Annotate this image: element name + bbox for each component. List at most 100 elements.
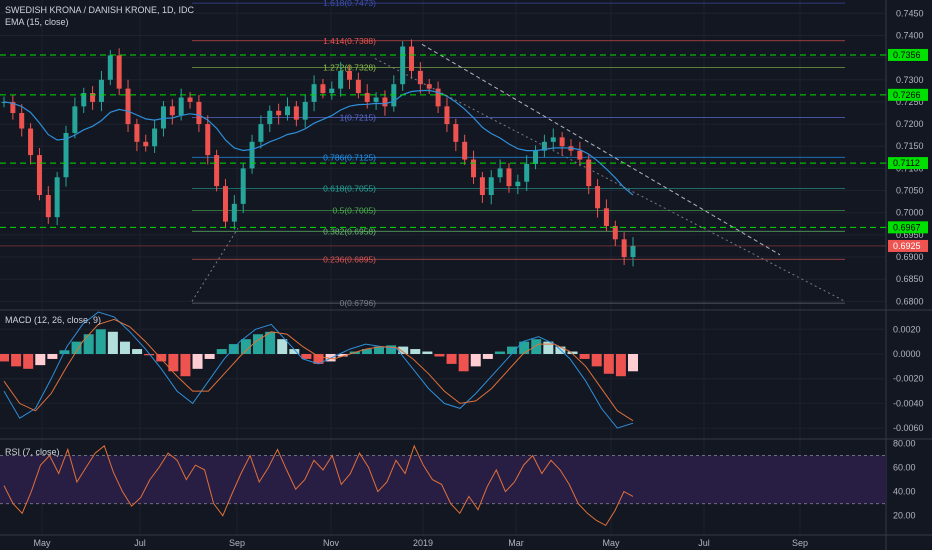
x-tick-label: Jul bbox=[698, 538, 710, 548]
macd-histogram-bar bbox=[95, 329, 106, 354]
candle-body bbox=[444, 106, 450, 125]
candle-body bbox=[222, 186, 228, 222]
x-tick-label: Jul bbox=[134, 538, 146, 548]
price-tick-label: 0.7250 bbox=[896, 97, 924, 107]
macd-histogram-bar bbox=[35, 354, 46, 366]
x-tick-label: Sep bbox=[792, 538, 808, 548]
macd-histogram-bar bbox=[71, 341, 82, 354]
macd-histogram-bar bbox=[228, 344, 239, 354]
macd-histogram-bar bbox=[301, 354, 312, 359]
rsi-legend: RSI (7, close) bbox=[5, 447, 60, 457]
candle-body bbox=[10, 101, 16, 114]
candle-body bbox=[187, 97, 193, 102]
price-tick-label: 0.7400 bbox=[896, 30, 924, 40]
candle-body bbox=[258, 124, 264, 142]
candle-body bbox=[453, 124, 459, 142]
macd-histogram-bar bbox=[337, 354, 348, 357]
level-tag-label: 0.7356 bbox=[893, 50, 921, 60]
price-tick-label: 0.7000 bbox=[896, 208, 924, 218]
macd-histogram-bar bbox=[277, 339, 288, 354]
candle-body bbox=[19, 113, 25, 129]
candle-body bbox=[550, 137, 556, 142]
macd-histogram-bar bbox=[567, 351, 578, 354]
candle-body bbox=[28, 128, 34, 156]
candle-body bbox=[81, 93, 87, 107]
level-tag-bg bbox=[888, 88, 928, 101]
macd-histogram-bar bbox=[519, 341, 530, 354]
rsi-tick-label: 80.00 bbox=[893, 438, 916, 448]
candle-body bbox=[160, 106, 166, 129]
candle-body bbox=[373, 97, 379, 102]
candle-body bbox=[143, 141, 149, 147]
macd-histogram-bar bbox=[603, 354, 614, 374]
price-tick-label: 0.6950 bbox=[896, 230, 924, 240]
candle-body bbox=[595, 186, 601, 209]
symbol-title: SWEDISH KRONA / DANISH KRONE, 1D, IDC bbox=[5, 5, 195, 15]
candle-body bbox=[240, 168, 246, 204]
x-tick-label: 2019 bbox=[413, 538, 433, 548]
price-tick-label: 0.7300 bbox=[896, 75, 924, 85]
candle-body bbox=[152, 128, 158, 147]
candle-body bbox=[621, 239, 627, 258]
candle-body bbox=[214, 155, 220, 187]
candle-body bbox=[293, 106, 299, 120]
macd-histogram-bar bbox=[446, 354, 457, 364]
macd-histogram-bar bbox=[204, 354, 215, 359]
macd-histogram-bar bbox=[482, 354, 493, 359]
macd-histogram-bar bbox=[458, 354, 469, 372]
candle-body bbox=[45, 194, 51, 218]
macd-histogram-bar bbox=[216, 349, 227, 354]
candle-body bbox=[417, 70, 423, 85]
candle-body bbox=[524, 163, 530, 182]
macd-histogram-bar bbox=[422, 351, 433, 354]
candle-body bbox=[471, 159, 477, 178]
macd-histogram-bar bbox=[628, 354, 638, 372]
candle-body bbox=[134, 124, 140, 142]
fib-level-label: 1(0.7215) bbox=[340, 112, 377, 122]
macd-histogram-bar bbox=[180, 354, 191, 377]
price-tick-label: 0.7050 bbox=[896, 186, 924, 196]
price-tick-label: 0.7200 bbox=[896, 119, 924, 129]
fib-level-label: 0.5(0.7005) bbox=[333, 206, 377, 216]
level-tag-bg bbox=[888, 157, 928, 170]
fib-level-label: 1.414(0.7388) bbox=[323, 36, 376, 46]
level-tag-label: 0.7266 bbox=[893, 90, 921, 100]
candle-body bbox=[63, 132, 69, 178]
candle-body bbox=[72, 106, 78, 133]
macd-legend: MACD (12, 26, close, 9) bbox=[5, 315, 102, 325]
macd-histogram-bar bbox=[11, 354, 22, 367]
macd-histogram-bar bbox=[168, 354, 179, 372]
candle-body bbox=[276, 110, 282, 116]
price-tick-label: 0.7150 bbox=[896, 141, 924, 151]
macd-histogram-bar bbox=[434, 354, 445, 357]
macd-histogram-bar bbox=[253, 334, 264, 354]
candle-body bbox=[409, 46, 415, 71]
rsi-tick-label: 60.00 bbox=[893, 463, 916, 473]
candle-body bbox=[90, 93, 96, 102]
candle-body bbox=[577, 150, 583, 160]
macd-histogram-bar bbox=[470, 354, 481, 367]
fib-level-label: 0.382(0.6958) bbox=[323, 226, 376, 236]
candle-body bbox=[533, 150, 539, 164]
level-tag-label: 0.6967 bbox=[893, 222, 921, 232]
macd-histogram-bar bbox=[119, 341, 130, 354]
candle-body bbox=[107, 55, 113, 80]
macd-line bbox=[3, 311, 634, 429]
macd-histogram-bar bbox=[47, 354, 58, 359]
macd-histogram-bar bbox=[265, 331, 276, 354]
rsi-band bbox=[0, 455, 886, 504]
candle-body bbox=[479, 177, 485, 195]
x-tick-label: May bbox=[602, 538, 620, 548]
candle-body bbox=[284, 106, 290, 116]
macd-tick-label: -0.0020 bbox=[893, 374, 924, 384]
macd-histogram-bar bbox=[240, 339, 251, 354]
macd-signal-line bbox=[3, 318, 634, 422]
x-tick-label: Nov bbox=[323, 538, 340, 548]
macd-histogram-bar bbox=[579, 354, 590, 359]
fib-level-label: 0.618(0.7055) bbox=[323, 183, 376, 193]
trendline-1 bbox=[421, 43, 781, 256]
candle-body bbox=[302, 101, 308, 120]
candle-body bbox=[506, 168, 512, 187]
candle-body bbox=[196, 101, 202, 125]
